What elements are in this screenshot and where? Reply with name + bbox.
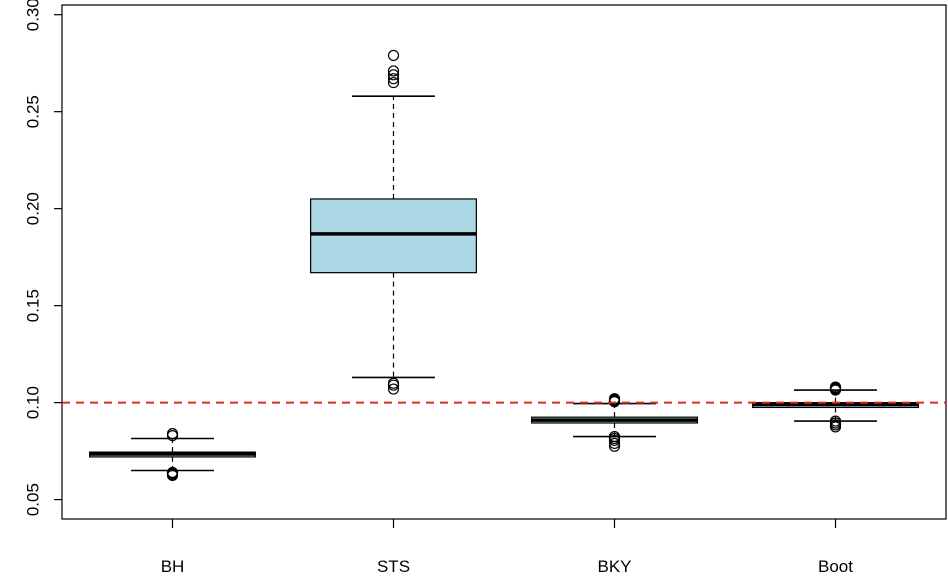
y-tick-label: 0.10 — [23, 386, 42, 419]
x-tick-label: STS — [377, 557, 410, 576]
outlier-point — [829, 381, 842, 393]
box-boot — [752, 381, 919, 433]
y-tick-label: 0.05 — [23, 483, 42, 516]
outlier-point — [166, 428, 179, 440]
x-tick-label: BH — [161, 557, 185, 576]
boxes — [89, 49, 919, 481]
y-axis: 0.05 0.10 0.15 0.20 0.25 0.30 — [23, 0, 62, 516]
plot-border — [61, 4, 947, 520]
x-axis: BH STS BKY Boot — [161, 519, 853, 576]
box-sts — [310, 49, 477, 395]
outlier-point — [829, 415, 842, 427]
y-tick-label: 0.15 — [23, 289, 42, 322]
x-tick-label: Boot — [818, 557, 853, 576]
y-tick-label: 0.20 — [23, 192, 42, 225]
x-tick-label: BKY — [597, 557, 631, 576]
iqr-box — [310, 198, 477, 274]
outlier-point — [608, 430, 621, 443]
box-bh — [89, 428, 256, 481]
y-tick-label: 0.25 — [23, 95, 42, 128]
outlier-point — [387, 65, 400, 77]
plot-area — [61, 4, 947, 520]
outlier-point — [387, 377, 400, 389]
outlier-point — [608, 393, 621, 405]
outlier-point — [387, 383, 400, 395]
outlier-point — [387, 73, 400, 85]
outlier-point — [166, 466, 179, 479]
y-tick-label: 0.30 — [23, 0, 42, 31]
outlier-point — [387, 69, 400, 81]
outlier-point — [387, 76, 400, 89]
outlier-point — [387, 49, 400, 62]
outlier-point — [608, 437, 621, 449]
